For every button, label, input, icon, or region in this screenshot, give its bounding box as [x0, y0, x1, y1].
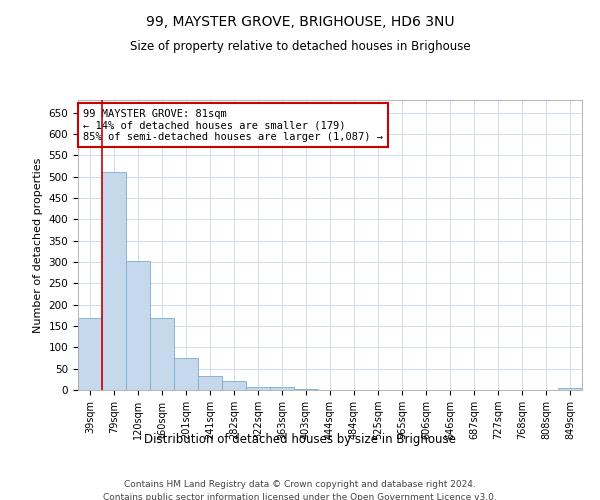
Bar [78, 318, 102, 390]
Bar [174, 358, 198, 390]
Bar [558, 388, 582, 390]
Bar [294, 388, 318, 390]
Bar [198, 376, 222, 390]
Bar [102, 172, 126, 390]
Bar [150, 318, 174, 390]
Bar [270, 386, 294, 390]
Bar [126, 261, 150, 390]
Y-axis label: Number of detached properties: Number of detached properties [33, 158, 43, 332]
Text: Contains public sector information licensed under the Open Government Licence v3: Contains public sector information licen… [103, 492, 497, 500]
Text: Contains HM Land Registry data © Crown copyright and database right 2024.: Contains HM Land Registry data © Crown c… [124, 480, 476, 489]
Text: 99, MAYSTER GROVE, BRIGHOUSE, HD6 3NU: 99, MAYSTER GROVE, BRIGHOUSE, HD6 3NU [146, 15, 454, 29]
Text: 99 MAYSTER GROVE: 81sqm
← 14% of detached houses are smaller (179)
85% of semi-d: 99 MAYSTER GROVE: 81sqm ← 14% of detache… [83, 108, 383, 142]
Bar [222, 382, 246, 390]
Text: Size of property relative to detached houses in Brighouse: Size of property relative to detached ho… [130, 40, 470, 53]
Text: Distribution of detached houses by size in Brighouse: Distribution of detached houses by size … [144, 432, 456, 446]
Bar [246, 386, 270, 390]
